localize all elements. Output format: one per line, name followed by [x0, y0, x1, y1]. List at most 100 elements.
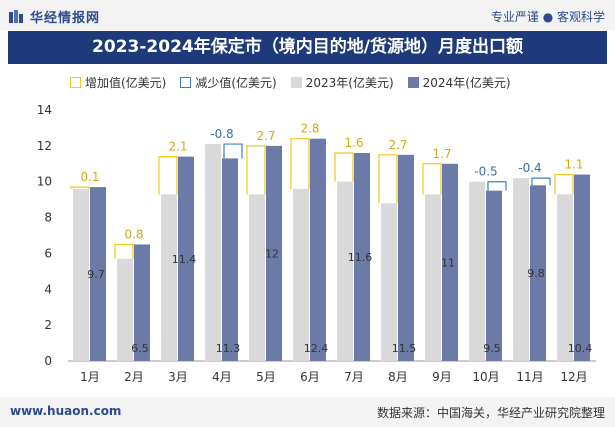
legend-item-decrease: 减少值(亿美元)	[180, 74, 277, 91]
change-label-2: 0.8	[124, 227, 143, 241]
brand-logo-icon	[9, 9, 23, 23]
value-label-2024-10: 9.5	[483, 342, 501, 355]
change-marker-5	[246, 145, 266, 195]
bar-2023-11	[513, 178, 529, 361]
legend-swatch-increase	[70, 76, 81, 88]
change-label-11: -0.4	[518, 161, 541, 175]
slogan: 专业严谨 ● 客观科学	[490, 10, 605, 24]
site-url[interactable]: www.huaon.com	[10, 404, 122, 418]
change-marker-10	[487, 181, 507, 191]
legend-swatch-2023	[290, 76, 302, 88]
value-label-2024-4: 11.3	[216, 342, 241, 355]
title-bar: 2023-2024年保定市（境内目的地/货源地）月度出口额	[8, 31, 607, 64]
change-label-1: 0.1	[80, 170, 99, 184]
y-tick-label-6: 12	[37, 139, 52, 153]
y-tick-label-0: 0	[44, 354, 52, 368]
change-label-10: -0.5	[474, 165, 497, 179]
legend-swatch-decrease	[180, 76, 192, 88]
x-tick-label-6: 6月	[300, 370, 320, 384]
y-tick-label-3: 6	[44, 246, 52, 260]
x-tick-label-8: 8月	[388, 370, 408, 384]
x-tick-label-2: 2月	[124, 370, 144, 384]
legend-item-increase: 增加值(亿美元)	[70, 74, 166, 91]
change-marker-8	[378, 154, 398, 204]
change-marker-4	[223, 143, 243, 159]
top-bar: 华经情报网 专业严谨 ● 客观科学	[0, 0, 615, 30]
value-label-2024-3: 11.4	[172, 253, 197, 266]
bar-2024-10	[486, 190, 502, 361]
legend-label-increase: 增加值(亿美元)	[85, 75, 167, 90]
change-label-12: 1.1	[564, 158, 583, 172]
change-label-9: 1.7	[432, 147, 451, 161]
change-marker-7	[334, 152, 354, 182]
bar-2023-4	[205, 144, 221, 361]
change-label-6: 2.8	[300, 122, 319, 136]
change-marker-1	[70, 186, 90, 189]
value-label-2024-1: 9.7	[87, 268, 105, 281]
bar-2024-1	[90, 187, 106, 361]
change-label-5: 2.7	[256, 129, 275, 143]
legend-label-2024: 2024年(亿美元)	[422, 75, 511, 90]
bar-2024-5	[266, 145, 282, 361]
value-label-2024-7: 11.6	[348, 251, 373, 264]
bar-2024-7	[354, 153, 370, 361]
change-label-4: -0.8	[210, 127, 233, 141]
bar-chart: 0 2 4 6 8 10 12 14 0.1 9.7 1月 0.8 6.5 2月 2.1 11.4 3月 -0.8…	[37, 103, 596, 384]
bar-2023-1	[73, 188, 89, 361]
x-tick-label-7: 7月	[344, 370, 364, 384]
bar-2024-4	[222, 158, 238, 361]
bar-2023-5	[249, 194, 265, 361]
chart-title: 2023-2024年保定市（境内目的地/货源地）月度出口额	[92, 37, 523, 57]
y-tick-label-2: 4	[44, 282, 52, 296]
value-label-2024-2: 6.5	[131, 342, 149, 355]
change-marker-2	[114, 243, 134, 259]
brand-logo[interactable]: 华经情报网	[8, 7, 100, 26]
change-marker-3	[158, 156, 178, 195]
bar-2023-6	[293, 188, 309, 361]
bar-2023-3	[161, 194, 177, 361]
footer-bar: www.huaon.com 数据来源：中国海关，华经产业研究院整理	[0, 397, 615, 427]
value-label-2024-8: 11.5	[392, 342, 417, 355]
y-tick-label-4: 8	[44, 211, 52, 225]
change-label-3: 2.1	[168, 140, 187, 154]
x-tick-label-4: 4月	[212, 370, 232, 384]
change-marker-9	[422, 163, 442, 195]
brand-name: 华经情报网	[30, 11, 101, 26]
bar-2023-12	[557, 194, 573, 361]
y-tick-label-5: 10	[37, 175, 52, 189]
bar-2023-10	[469, 181, 485, 361]
change-label-8: 2.7	[388, 138, 407, 152]
x-tick-label-12: 12月	[560, 370, 587, 384]
legend-item-2023: 2023年(亿美元)	[290, 74, 394, 91]
x-tick-label-9: 9月	[432, 370, 452, 384]
legend-label-2023: 2023年(亿美元)	[305, 75, 394, 90]
change-marker-11	[531, 177, 551, 186]
x-tick-label-5: 5月	[256, 370, 276, 384]
chart-legend: 增加值(亿美元) 减少值(亿美元) 2023年(亿美元) 2024年(亿美元)	[70, 71, 525, 93]
x-tick-label-10: 10月	[472, 370, 499, 384]
bar-2024-12	[574, 174, 590, 361]
x-tick-label-11: 11月	[516, 370, 543, 384]
change-marker-6	[290, 138, 310, 189]
x-tick-label-1: 1月	[80, 370, 100, 384]
value-label-2024-5: 12	[265, 247, 279, 260]
x-tick-label-3: 3月	[168, 370, 188, 384]
bar-2024-9	[442, 163, 458, 361]
value-label-2024-9: 11	[441, 256, 455, 269]
value-label-2024-11: 9.8	[527, 267, 545, 280]
bar-2024-2	[134, 244, 150, 361]
bar-2023-7	[337, 181, 353, 361]
bar-2024-3	[178, 156, 194, 361]
legend-label-decrease: 减少值(亿美元)	[195, 75, 277, 90]
y-tick-label-1: 2	[44, 318, 52, 332]
bar-2023-8	[381, 203, 397, 361]
data-source: 数据来源：中国海关，华经产业研究院整理	[376, 406, 605, 420]
legend-item-2024: 2024年(亿美元)	[407, 74, 511, 91]
change-label-7: 1.6	[344, 136, 363, 150]
legend-swatch-2024	[407, 76, 419, 88]
bar-2024-11	[530, 185, 546, 361]
value-label-2024-12: 10.4	[568, 342, 593, 355]
bar-2024-8	[398, 154, 414, 361]
y-tick-label-7: 14	[37, 103, 52, 117]
